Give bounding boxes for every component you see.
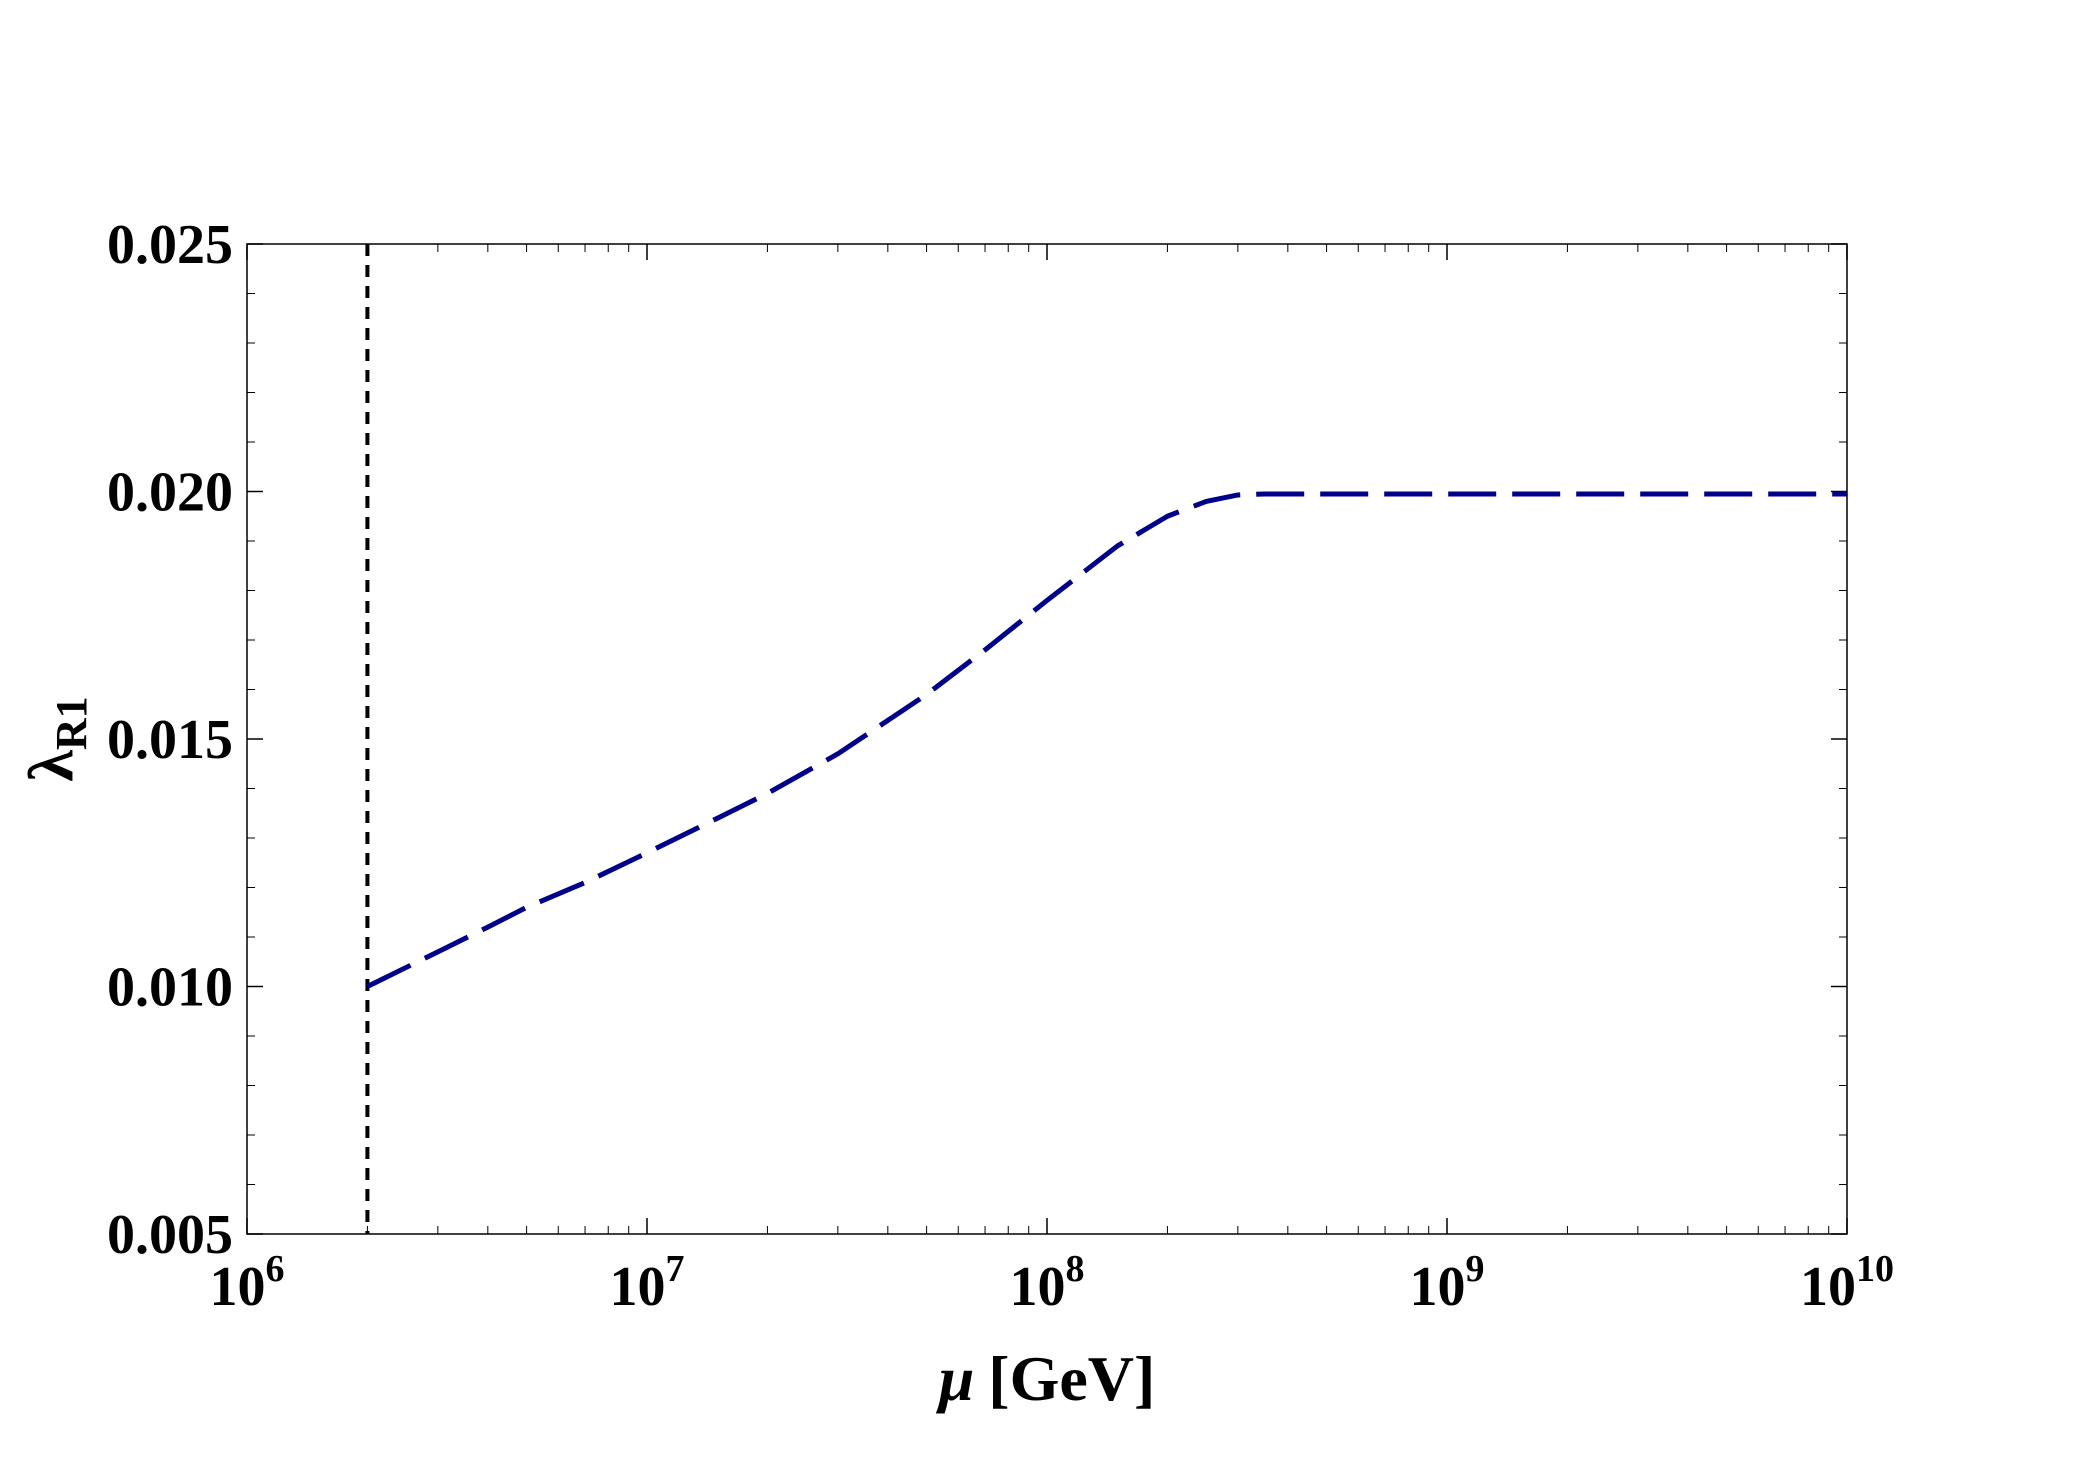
y-tick-label: 0.010 — [107, 957, 233, 1019]
y-axis-subscript: R1 — [47, 696, 96, 750]
x-tick-label-exp: 9 — [1466, 1248, 1485, 1290]
x-tick-label-base: 10 — [610, 1256, 666, 1318]
x-tick-label-base: 10 — [210, 1256, 266, 1318]
x-tick-label-exp: 6 — [266, 1248, 285, 1290]
y-tick-label: 0.015 — [107, 709, 233, 771]
x-tick-label: 106 — [210, 1248, 285, 1318]
x-tick-label-exp: 7 — [666, 1248, 685, 1290]
series-line — [366, 491, 1847, 989]
x-tick-label-exp: 8 — [1066, 1248, 1085, 1290]
x-axis-unit: [GeV] — [988, 1343, 1155, 1414]
y-tick-label: 0.025 — [107, 214, 233, 276]
y-tick-label: 0.005 — [107, 1204, 233, 1266]
x-tick-label-exp: 10 — [1856, 1248, 1894, 1290]
x-tick-label-base: 10 — [1010, 1256, 1066, 1318]
minor-ticks — [247, 244, 1847, 1234]
x-tick-label-base: 10 — [1410, 1256, 1466, 1318]
x-tick-label: 108 — [1010, 1248, 1085, 1318]
plot-lines — [365, 244, 1847, 1234]
y-axis-title: λR1 — [15, 696, 96, 781]
x-tick-label: 1010 — [1800, 1248, 1894, 1318]
x-tick-label: 109 — [1410, 1248, 1485, 1318]
y-tick-label: 0.020 — [107, 462, 233, 524]
y-axis-symbol: λ — [15, 750, 86, 782]
x-tick-label-base: 10 — [1800, 1256, 1856, 1318]
major-ticks — [246, 243, 1848, 1235]
x-tick-labels: 106 107 108 109 1010 — [210, 1248, 1895, 1318]
x-axis-symbol: μ — [936, 1343, 975, 1414]
plot-frame — [246, 243, 1848, 1235]
x-axis-title: μ [GeV] — [936, 1343, 1156, 1414]
y-tick-labels: 0.005 0.010 0.015 0.020 0.025 — [107, 214, 233, 1266]
x-tick-label: 107 — [610, 1248, 685, 1318]
